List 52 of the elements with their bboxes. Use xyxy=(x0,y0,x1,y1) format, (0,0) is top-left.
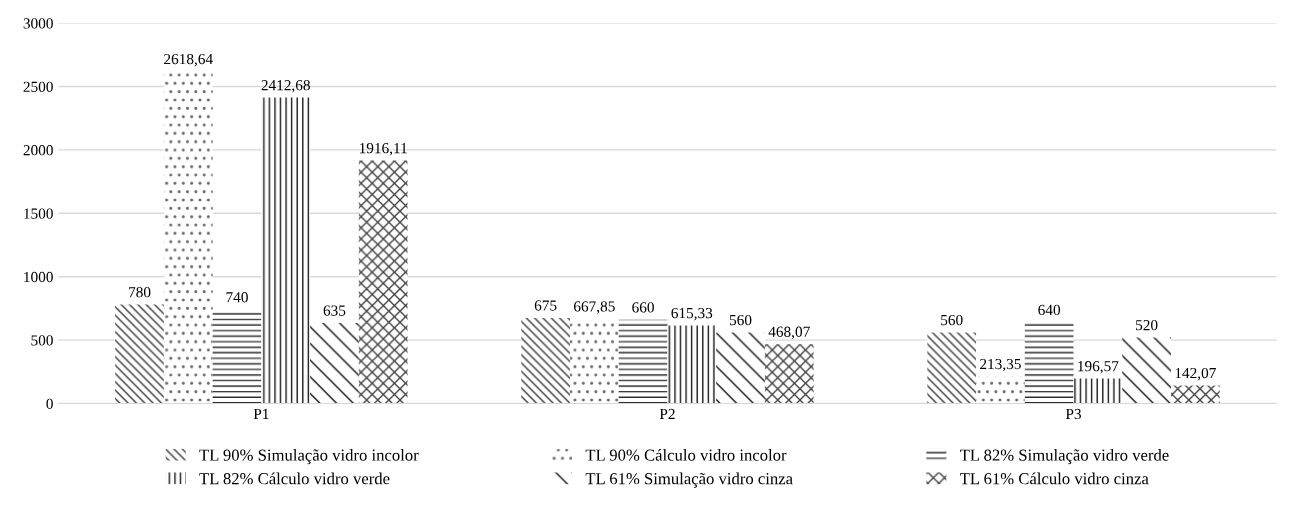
y-tick-label: 1500 xyxy=(24,208,53,219)
data-label: 196,57 xyxy=(1078,361,1119,374)
bar xyxy=(1122,337,1171,404)
data-label: 1916,11 xyxy=(359,143,407,156)
bar xyxy=(569,318,619,404)
y-tick-label: 3000 xyxy=(23,18,53,29)
y-tick-label: 2500 xyxy=(23,81,53,92)
bar xyxy=(261,97,311,404)
bar xyxy=(310,322,359,404)
legend-label: TL 82% Cálculo vidro verde xyxy=(199,472,390,485)
data-label: 740 xyxy=(226,292,248,303)
x-tick-label: P1 xyxy=(253,408,269,419)
legend-label: TL 90% Cálculo vidro incolor xyxy=(585,449,787,461)
data-label: 660 xyxy=(632,302,654,313)
data-label: 615,33 xyxy=(671,307,713,321)
bar xyxy=(115,304,164,404)
bar xyxy=(521,317,570,404)
bar xyxy=(163,71,213,404)
data-label: 142,07 xyxy=(1175,367,1216,381)
x-tick-label: P2 xyxy=(659,408,675,419)
data-label: 213,35 xyxy=(980,358,1021,372)
data-label: 520 xyxy=(1136,319,1158,331)
data-label: 560 xyxy=(729,314,752,326)
x-tick-label: P3 xyxy=(1065,408,1081,420)
data-label: 560 xyxy=(941,314,963,326)
legend-label: TL 82% Simulação vidro verde xyxy=(959,449,1169,465)
bar xyxy=(358,160,408,404)
data-label: 640 xyxy=(1038,304,1061,316)
data-label: 2618,64 xyxy=(164,53,213,67)
y-tick-label: 2000 xyxy=(23,145,53,156)
bar xyxy=(618,319,668,404)
bar xyxy=(927,332,977,404)
bar xyxy=(212,309,262,404)
bar xyxy=(716,332,765,404)
y-tick-label: 500 xyxy=(31,335,53,346)
bar xyxy=(1073,378,1123,404)
y-tick-label: 0 xyxy=(46,398,53,409)
data-label: 468,07 xyxy=(768,326,810,340)
data-label: 780 xyxy=(129,287,151,298)
data-label: 675 xyxy=(534,300,557,311)
data-label: 635 xyxy=(323,305,346,316)
bar xyxy=(667,325,717,404)
bar xyxy=(976,376,1025,404)
bar xyxy=(1170,385,1220,404)
data-label: 2412,68 xyxy=(261,80,310,93)
data-label: 667,85 xyxy=(574,301,615,314)
bar xyxy=(764,344,814,404)
legend-label: TL 61% Simulação vidro cinza xyxy=(585,472,793,488)
y-tick-label: 1000 xyxy=(24,271,53,283)
bar xyxy=(1024,322,1074,404)
legend-label: TL 90% Simulação vidro incolor xyxy=(199,449,419,465)
legend-label: TL 61% Cálculo vidro cinza xyxy=(959,472,1149,485)
